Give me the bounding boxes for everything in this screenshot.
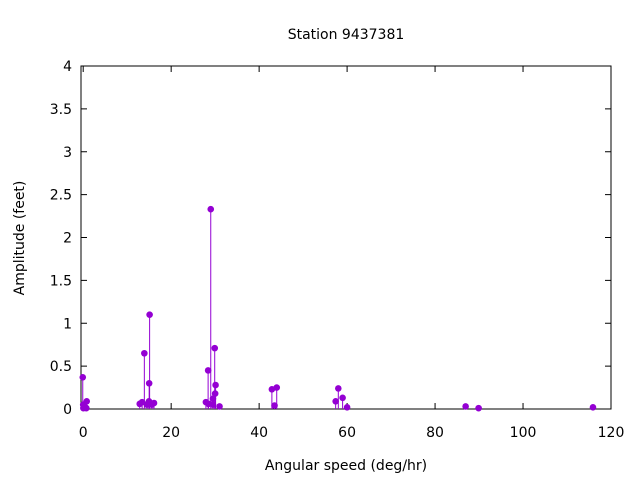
data-point bbox=[204, 367, 212, 374]
data-point bbox=[82, 404, 90, 412]
y-tick-label: 3.5 bbox=[50, 102, 72, 118]
impulse-lines bbox=[82, 209, 594, 409]
y-tick-label: 0.5 bbox=[50, 359, 72, 375]
x-tick-label: 120 bbox=[598, 425, 625, 441]
y-tick-label: 3 bbox=[63, 145, 72, 161]
x-axis-label: Angular speed (deg/hr) bbox=[265, 458, 427, 474]
data-point bbox=[273, 384, 281, 391]
data-point bbox=[141, 349, 148, 357]
x-axis-ticks: 0 20 40 60 80 100 120 bbox=[79, 66, 625, 441]
data-point bbox=[209, 401, 217, 409]
chart-title: Station 9437381 bbox=[288, 27, 405, 43]
data-point bbox=[83, 397, 91, 405]
data-point bbox=[271, 402, 278, 409]
x-tick-label: 80 bbox=[426, 425, 444, 441]
x-tick-label: 0 bbox=[79, 425, 88, 441]
x-tick-label: 20 bbox=[162, 425, 180, 441]
data-point bbox=[216, 403, 223, 410]
y-tick-label: 1 bbox=[63, 316, 72, 332]
x-tick-label: 100 bbox=[510, 425, 537, 441]
data-point bbox=[146, 311, 153, 318]
y-tick-label: 0 bbox=[63, 402, 72, 418]
data-point bbox=[589, 403, 597, 411]
data-point bbox=[211, 344, 219, 352]
x-tick-label: 60 bbox=[338, 425, 356, 441]
y-tick-label: 2 bbox=[63, 231, 72, 247]
plot-frame bbox=[80, 65, 612, 410]
data-point bbox=[207, 205, 215, 213]
data-point bbox=[150, 399, 158, 407]
data-point bbox=[209, 395, 217, 403]
y-tick-label: 2.5 bbox=[50, 188, 72, 204]
y-tick-label: 1.5 bbox=[50, 273, 72, 289]
y-axis-ticks: 0 0.5 1 1.5 2 2.5 3 3.5 4 bbox=[50, 59, 611, 418]
data-point bbox=[343, 403, 351, 411]
data-point bbox=[335, 385, 342, 392]
data-point bbox=[212, 381, 219, 389]
data-point bbox=[145, 379, 153, 387]
data-point bbox=[339, 394, 346, 402]
data-point bbox=[79, 373, 87, 381]
data-point bbox=[462, 403, 469, 410]
data-point bbox=[332, 397, 339, 405]
y-axis-label: Amplitude (feet) bbox=[12, 181, 28, 296]
data-point bbox=[138, 398, 146, 406]
data-point bbox=[211, 390, 219, 397]
data-points bbox=[79, 205, 597, 412]
x-tick-label: 40 bbox=[250, 425, 268, 441]
y-tick-label: 4 bbox=[63, 59, 72, 75]
data-point bbox=[475, 404, 482, 412]
